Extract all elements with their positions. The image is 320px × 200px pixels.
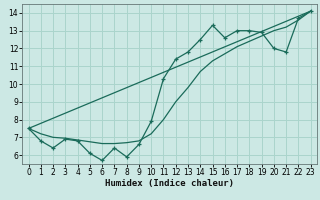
X-axis label: Humidex (Indice chaleur): Humidex (Indice chaleur) <box>105 179 234 188</box>
